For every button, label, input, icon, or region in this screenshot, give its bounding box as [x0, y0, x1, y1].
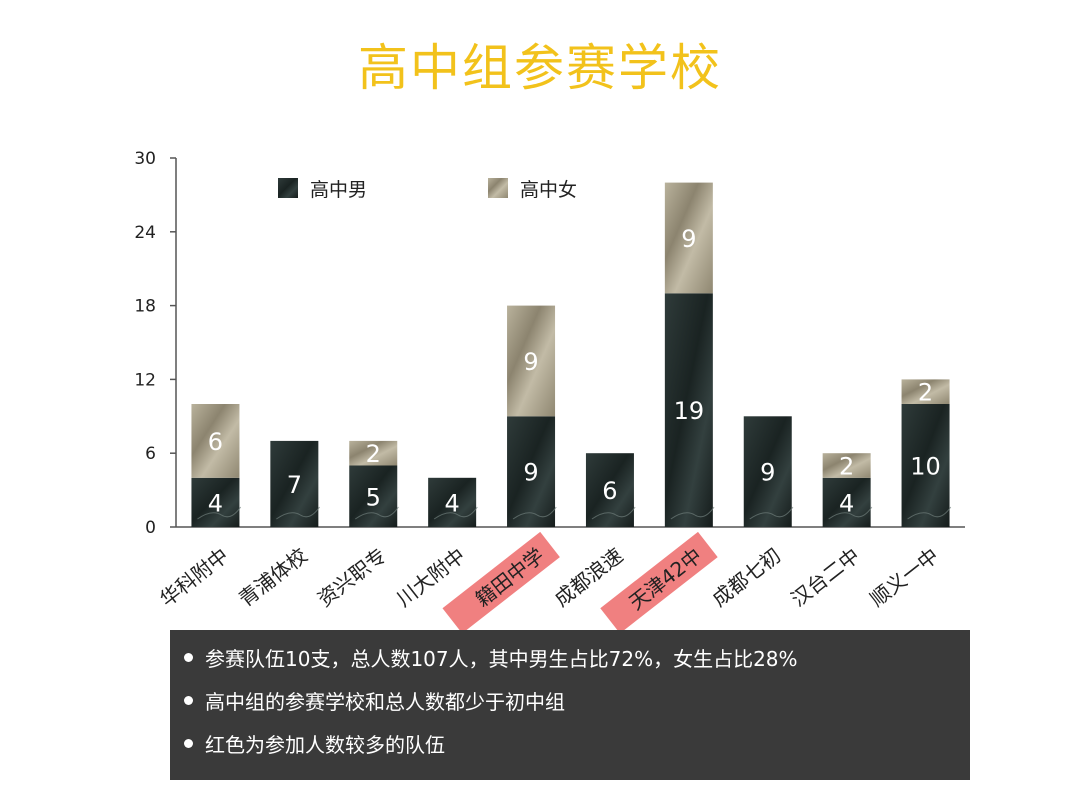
y-tick-label: 18 — [134, 297, 156, 317]
note-text: 高中组的参赛学校和总人数都少于初中组 — [205, 690, 565, 714]
note-text: 参赛队伍10支，总人数107人，其中男生占比72%，女生占比28% — [205, 647, 798, 671]
category-label: 华科附中 — [155, 543, 233, 611]
data-label-male: 7 — [287, 471, 302, 499]
y-tick-label: 12 — [134, 370, 156, 390]
legend-label: 高中男 — [310, 179, 367, 201]
marble-vein — [512, 506, 557, 520]
marble-vein — [433, 506, 478, 520]
page-title: 高中组参赛学校 — [358, 39, 722, 97]
marble-vein — [354, 506, 399, 520]
notes-panel: 参赛队伍10支，总人数107人，其中男生占比72%，女生占比28% 高中组的参赛… — [170, 630, 970, 780]
data-label-male: 5 — [366, 483, 381, 511]
marble-vein — [749, 506, 794, 520]
category-label: 成都七初 — [707, 543, 785, 611]
bar-segment-male — [428, 477, 477, 527]
data-label-male: 9 — [523, 459, 538, 487]
category-label-group: 天津42中 — [600, 531, 718, 630]
marble-vein — [276, 506, 320, 520]
marble-vein — [907, 506, 952, 520]
category-label-group: 成都七初 — [707, 543, 785, 611]
data-label-male: 4 — [445, 489, 460, 517]
bar-segment-male — [822, 477, 871, 527]
legend-swatch — [278, 178, 298, 198]
data-label-male: 4 — [208, 489, 223, 517]
data-label-female: 6 — [208, 428, 223, 456]
y-tick-label: 24 — [134, 223, 156, 243]
data-label-male: 9 — [760, 459, 775, 487]
bar-segment-female — [664, 182, 713, 294]
data-label-female: 9 — [681, 225, 696, 253]
category-label-group: 资兴职专 — [313, 543, 391, 611]
bar-segment-male — [664, 293, 713, 527]
bar-segment-female — [507, 305, 556, 417]
category-label-group: 华科附中 — [155, 543, 233, 611]
bar-segment-female — [901, 379, 950, 404]
category-label: 顺义一中 — [865, 543, 943, 611]
data-label-female: 2 — [918, 379, 933, 407]
bar-segment-female — [349, 440, 398, 466]
note-item: 参赛队伍10支，总人数107人，其中男生占比72%，女生占比28% — [184, 636, 970, 679]
bar-segment-male — [507, 416, 556, 527]
bar-segment-female — [191, 404, 240, 478]
marble-vein — [591, 506, 636, 520]
category-label-group: 顺义一中 — [865, 543, 943, 611]
marble-vein — [197, 506, 242, 520]
data-label-male: 19 — [674, 397, 705, 425]
bullet-icon — [184, 653, 193, 662]
data-label-female: 2 — [366, 440, 381, 468]
category-label: 天津42中 — [624, 543, 706, 615]
bar-segment-male — [901, 404, 950, 527]
note-item: 高中组的参赛学校和总人数都少于初中组 — [184, 679, 970, 722]
note-text: 红色为参加人数较多的队伍 — [205, 733, 445, 757]
category-label: 青浦体校 — [234, 543, 312, 611]
data-label-male: 4 — [839, 489, 854, 517]
category-label-group: 籍田中学 — [442, 531, 560, 630]
category-label-group: 汉台二中 — [786, 543, 864, 611]
note-item: 红色为参加人数较多的队伍 — [184, 722, 970, 765]
bar-segment-male — [743, 416, 792, 527]
data-label-male: 10 — [910, 453, 941, 481]
bullet-icon — [184, 739, 193, 748]
category-highlight — [600, 531, 718, 630]
bar-segment-male — [585, 453, 634, 527]
category-label: 汉台二中 — [786, 543, 864, 611]
y-tick-label: 0 — [145, 518, 156, 538]
category-highlight — [442, 531, 560, 630]
data-label-male: 6 — [602, 477, 617, 505]
marble-vein — [828, 506, 873, 520]
bar-segment-female — [822, 453, 871, 478]
category-label: 资兴职专 — [313, 543, 391, 611]
legend-label: 高中女 — [520, 179, 577, 201]
legend-swatch — [488, 178, 508, 198]
data-label-female: 9 — [523, 348, 538, 376]
marble-vein — [670, 506, 715, 520]
category-label-group: 青浦体校 — [234, 543, 312, 611]
y-tick-label: 6 — [145, 444, 156, 464]
bar-segment-male — [191, 477, 240, 527]
bullet-icon — [184, 696, 193, 705]
y-tick-label: 30 — [134, 149, 156, 169]
bar-segment-male — [349, 465, 398, 527]
data-label-female: 2 — [839, 453, 854, 481]
